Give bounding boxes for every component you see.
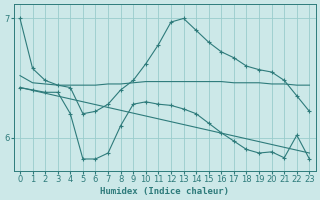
X-axis label: Humidex (Indice chaleur): Humidex (Indice chaleur) — [100, 187, 229, 196]
